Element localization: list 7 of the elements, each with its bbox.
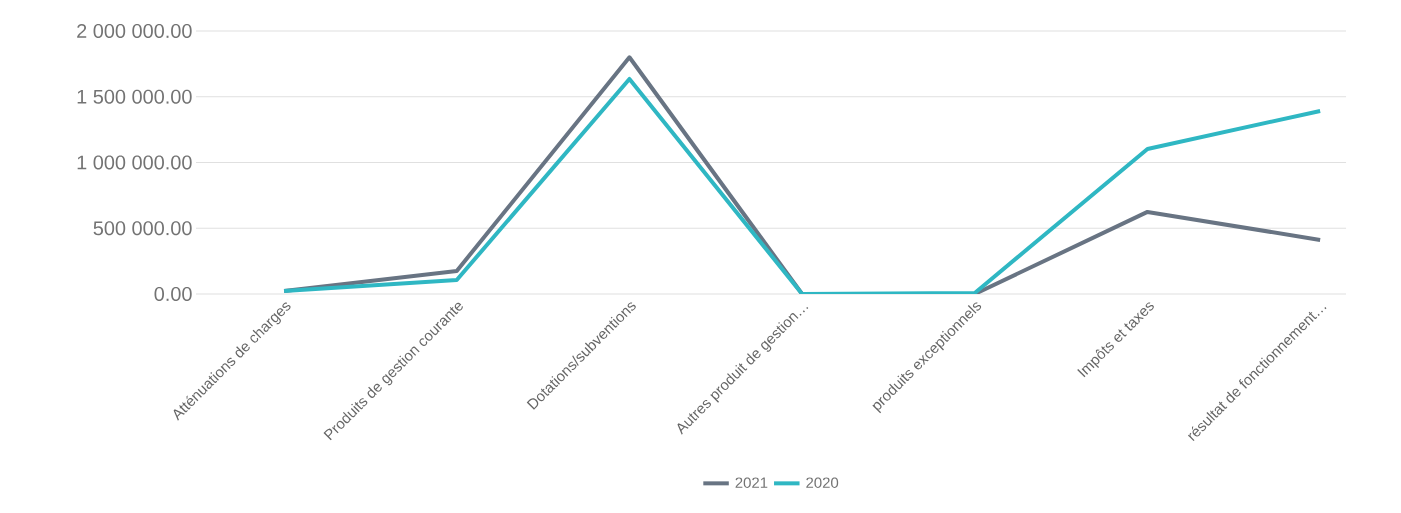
y-tick-label: 2 000 000.00	[77, 23, 192, 39]
y-tick-label: 1 500 000.00	[77, 89, 192, 104]
legend-label: 2020	[806, 477, 839, 488]
y-tick-label: 1 000 000.00	[77, 155, 192, 170]
y-tick-label: 500 000.00	[93, 221, 192, 236]
y-tick-label: 0.00	[154, 286, 192, 302]
legend-label: 2021	[735, 477, 768, 488]
